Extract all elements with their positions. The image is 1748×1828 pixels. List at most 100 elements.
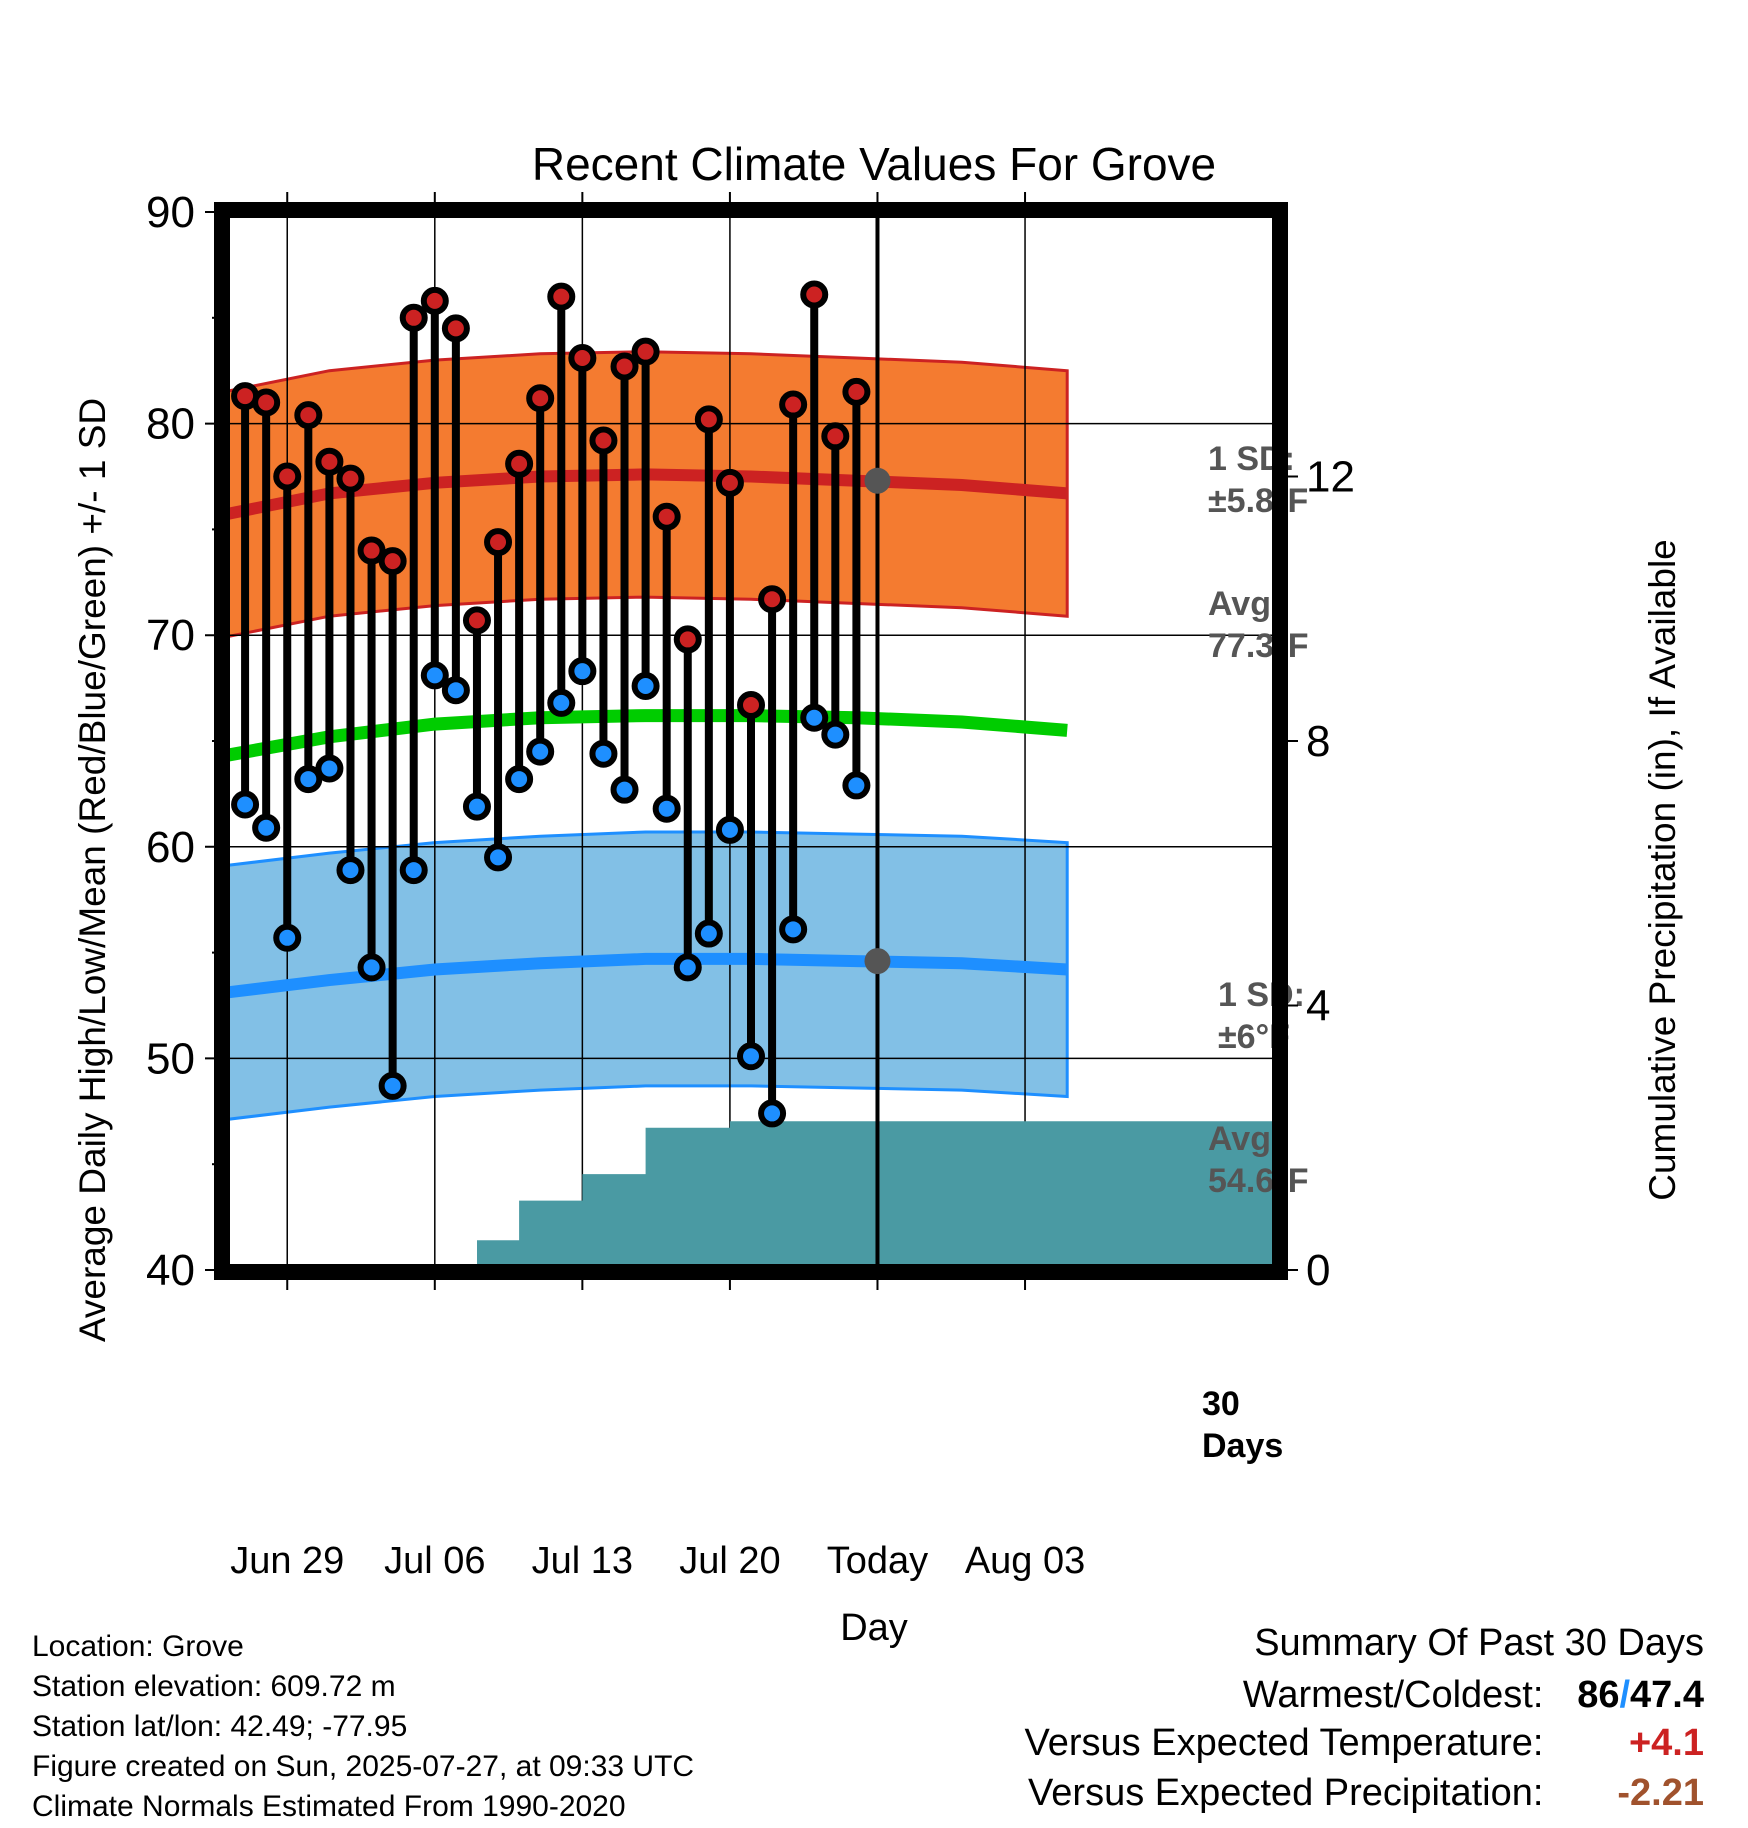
- today-low-avg-point: [864, 948, 891, 975]
- daily-high-point: [462, 606, 491, 635]
- daily-high-point: [252, 388, 281, 417]
- y2-tick-label: 8: [1306, 717, 1330, 766]
- daily-high-point: [547, 282, 576, 311]
- daily-low-point: [399, 856, 428, 885]
- daily-low-point: [568, 657, 597, 686]
- daily-low-point: [610, 775, 639, 804]
- daily-high-point: [526, 384, 555, 413]
- y-tick-label: 60: [146, 823, 195, 872]
- x-tick-label: Today: [827, 1540, 928, 1582]
- footer-created: Figure created on Sun, 2025-07-27, at 09…: [32, 1750, 695, 1783]
- daily-low-point: [357, 953, 386, 982]
- today-marker: [864, 212, 891, 1270]
- daily-low-point: [758, 1099, 787, 1128]
- precipitation-area: [224, 1121, 1278, 1270]
- daily-high-point: [399, 303, 428, 332]
- summary-temp-value: +4.1: [1628, 1722, 1704, 1764]
- x-tick-label: Jun 29: [230, 1540, 344, 1582]
- daily-low-point: [252, 813, 281, 842]
- y2-tick-label: 4: [1306, 982, 1330, 1031]
- summary-warmest-sep: /: [1619, 1674, 1631, 1716]
- daily-low-point: [737, 1042, 765, 1071]
- x-tick-label: Jul 20: [679, 1540, 780, 1582]
- daily-high-point: [758, 585, 787, 614]
- daily-high-point: [821, 422, 850, 451]
- daily-high-point: [273, 462, 302, 491]
- summary-precip-label: Versus Expected Precipitation:: [1028, 1772, 1544, 1814]
- daily-high-point: [441, 314, 470, 343]
- daily-high-point: [631, 337, 660, 366]
- summary-precip-row: Versus Expected Precipitation: -2.21: [1028, 1772, 1704, 1815]
- daily-high-point: [737, 691, 765, 720]
- y-tick-label: 40: [146, 1246, 195, 1295]
- high-avg-annotation: 77.3°F: [1208, 627, 1309, 665]
- x-tick-label: Jul 06: [384, 1540, 485, 1582]
- high-sd-annotation: ±5.8°F: [1208, 482, 1308, 520]
- daily-low-point: [462, 792, 491, 821]
- daily-low-point: [652, 794, 681, 823]
- daily-low-point: [505, 765, 534, 794]
- daily-low-point: [631, 671, 660, 700]
- footer-normals: Climate Normals Estimated From 1990-2020: [32, 1790, 626, 1823]
- daily-ranges: [231, 280, 871, 1128]
- daily-high-point: [315, 447, 344, 476]
- summary-warmest-low: 47.4: [1630, 1674, 1704, 1716]
- summary-title-text: Summary Of Past 30 Days: [1254, 1622, 1704, 1664]
- daily-low-point: [420, 661, 449, 690]
- daily-low-point: [231, 790, 260, 819]
- daily-low-point: [694, 919, 723, 948]
- daily-low-point: [484, 843, 513, 872]
- daily-low-point: [336, 856, 365, 885]
- daily-high-point: [484, 528, 513, 557]
- daily-high-point: [420, 286, 449, 315]
- summary-precip-value: -2.21: [1617, 1772, 1704, 1814]
- daily-high-point: [294, 401, 323, 430]
- y-axis-label: Average Daily High/Low/Mean (Red/Blue/Gr…: [72, 398, 113, 1342]
- daily-low-point: [821, 720, 850, 749]
- footer-latlon: Station lat/lon: 42.49; -77.95: [32, 1710, 408, 1743]
- daily-high-point: [715, 468, 744, 497]
- low-sd-annotation: 1 SD:: [1218, 976, 1305, 1014]
- precip-area: [224, 1121, 1278, 1270]
- axes: 40 50 60 70 80 90 0 4 8 12 Jun 29 Jul 06 Jul 13 Jul 2…: [146, 188, 1355, 1582]
- summary-warmest-row: Warmest/Coldest: 86/47.4: [1243, 1674, 1704, 1717]
- period-annotation: 30: [1202, 1385, 1240, 1423]
- y-tick-label: 90: [146, 188, 195, 237]
- daily-low-point: [526, 737, 555, 766]
- normal-mean-line: [222, 709, 1068, 763]
- x-axis-label: Day: [840, 1607, 908, 1649]
- daily-high-point: [505, 449, 534, 478]
- daily-high-point: [378, 547, 407, 576]
- daily-low-point: [779, 915, 808, 944]
- y2-tick-label: 0: [1306, 1246, 1330, 1295]
- daily-low-point: [441, 676, 470, 705]
- daily-high-point: [610, 352, 639, 381]
- daily-high-point: [694, 405, 723, 434]
- daily-high-point: [779, 390, 808, 419]
- daily-high-point: [336, 464, 365, 493]
- daily-low-point: [589, 739, 618, 768]
- summary-warmest-high: 86: [1577, 1674, 1620, 1716]
- x-tick-label: Aug 03: [965, 1540, 1085, 1582]
- daily-low-point: [315, 754, 344, 783]
- summary-title: Summary Of Past 30 Days: [1254, 1622, 1704, 1665]
- footer-elevation: Station elevation: 609.72 m: [32, 1670, 396, 1703]
- summary-temp-row: Versus Expected Temperature: +4.1: [1025, 1722, 1704, 1765]
- y2-axis-label: Cumulative Precipitation (in), If Availa…: [1642, 539, 1683, 1201]
- daily-low-point: [294, 765, 323, 794]
- y-tick-label: 50: [146, 1034, 195, 1083]
- daily-low-point: [842, 771, 871, 800]
- footer-location: Location: Grove: [32, 1630, 244, 1663]
- x-tick-label: Jul 13: [532, 1540, 633, 1582]
- daily-low-point: [378, 1071, 407, 1100]
- daily-high-point: [673, 625, 702, 654]
- daily-low-point: [673, 953, 702, 982]
- daily-high-point: [652, 502, 681, 531]
- daily-low-point: [715, 815, 744, 844]
- summary-warmest-label: Warmest/Coldest:: [1242, 1674, 1544, 1716]
- summary-warmest-value: 86/47.4: [1554, 1674, 1704, 1717]
- daily-low-point: [800, 703, 829, 732]
- y2-tick-label: 12: [1306, 453, 1355, 502]
